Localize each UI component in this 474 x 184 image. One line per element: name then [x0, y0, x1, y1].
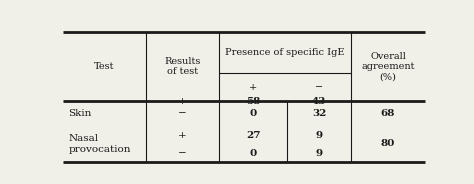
Text: −: −	[178, 109, 187, 118]
Text: −: −	[315, 83, 323, 92]
Text: Nasal
provocation: Nasal provocation	[68, 134, 131, 154]
Text: Results
of test: Results of test	[164, 57, 201, 76]
Text: +: +	[249, 83, 257, 92]
Text: Test: Test	[94, 62, 115, 71]
Text: 32: 32	[312, 109, 326, 118]
Text: 0: 0	[249, 109, 256, 118]
Text: 9: 9	[316, 131, 323, 140]
Text: 58: 58	[246, 97, 260, 106]
Text: +: +	[178, 131, 187, 140]
Text: 80: 80	[381, 139, 395, 148]
Text: −: −	[178, 149, 187, 158]
Text: 27: 27	[246, 131, 260, 140]
Text: Skin: Skin	[68, 109, 92, 118]
Text: Overall
agreement
(%): Overall agreement (%)	[361, 52, 415, 82]
Text: Presence of specific IgE: Presence of specific IgE	[226, 48, 345, 57]
Text: 9: 9	[316, 149, 323, 158]
Text: 0: 0	[249, 149, 256, 158]
Text: +: +	[178, 97, 187, 106]
Text: 43: 43	[312, 97, 326, 106]
Text: 68: 68	[381, 109, 395, 118]
